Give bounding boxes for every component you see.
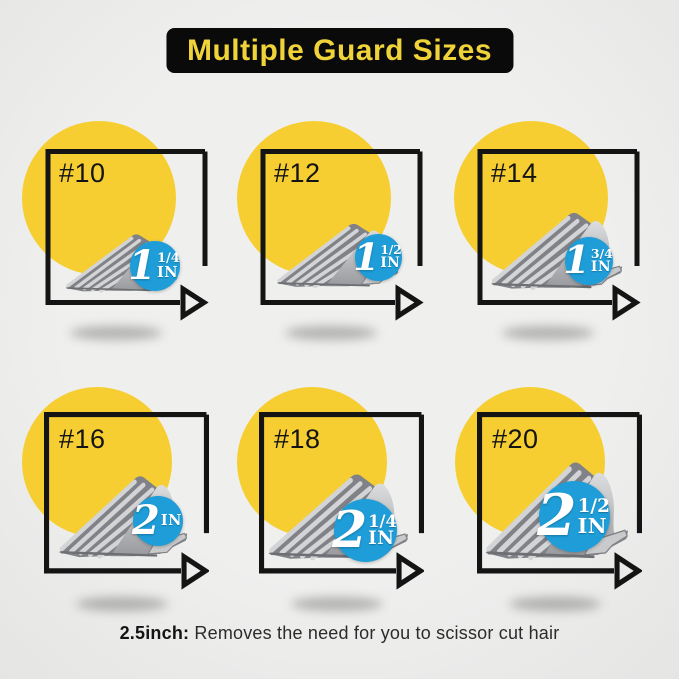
size-whole: 1 [563,237,590,283]
footnote: 2.5inch: Removes the need for you to sci… [0,623,679,644]
guard-number: #12 [274,158,321,188]
guard-shadow [502,326,594,340]
guard-card-18: #18 2 1/4 IN [215,373,455,648]
size-whole: 1 [353,234,380,279]
frame-arrow [477,412,642,590]
frame-arrow [477,149,641,321]
size-unit: IN [160,511,182,529]
size-whole: 2 [537,483,577,550]
guard-number: #10 [59,158,106,188]
size-fraction: 1/4 [157,250,180,266]
frame-arrow [44,412,209,590]
arrow-right-icon [614,552,642,590]
guard-shadow [509,597,601,611]
size-unit: IN [590,258,612,275]
guard-card-14: #14 1 3/4 IN [432,110,672,385]
arrow-right-icon [395,284,424,321]
guard-number: #18 [274,424,321,454]
guard-shadow [70,326,162,340]
size-whole: 2 [332,500,368,560]
size-unit: IN [577,513,607,538]
guard-card-20: #20 2 1/2 IN [433,373,673,648]
size-whole: 2 [132,497,160,544]
size-whole: 1 [128,242,156,289]
size-badge: 1 1/4 IN [128,241,180,291]
guard-shadow [291,597,383,611]
arrow-right-icon [181,552,209,590]
footnote-lead: 2.5inch: [119,623,190,643]
size-badge: 2 1/4 IN [332,499,397,562]
size-badge: 2 IN [132,496,183,546]
size-unit: IN [157,263,179,281]
size-fraction: 1/2 [380,243,402,258]
guard-number: #20 [492,424,539,454]
frame-arrow [260,149,424,321]
guard-card-16: #16 2 IN [0,373,240,648]
arrow-right-icon [396,552,424,590]
guard-card-12: #12 1 1/2 IN [215,110,455,385]
size-badge: 1 1/2 IN [353,234,402,281]
size-fraction: 1/2 [577,495,610,517]
size-fraction: 1/4 [368,511,397,531]
arrow-right-icon [612,284,641,321]
footnote-text: Removes the need for you to scissor cut … [189,623,560,643]
frame-arrow [259,412,424,590]
frame-arrow [45,149,209,321]
size-badge: 1 3/4 IN [563,237,613,285]
arrow-right-icon [180,284,209,321]
size-unit: IN [368,527,395,549]
guard-number: #14 [491,158,538,188]
size-fraction: 3/4 [590,246,613,262]
guard-card-10: #10 1 1/4 IN [0,110,240,385]
size-badge: 2 1/2 IN [537,481,610,552]
size-unit: IN [380,255,401,272]
guard-shadow [76,597,168,611]
title-banner: Multiple Guard Sizes [165,28,514,73]
guard-number: #16 [59,424,106,454]
guard-shadow [285,326,377,340]
